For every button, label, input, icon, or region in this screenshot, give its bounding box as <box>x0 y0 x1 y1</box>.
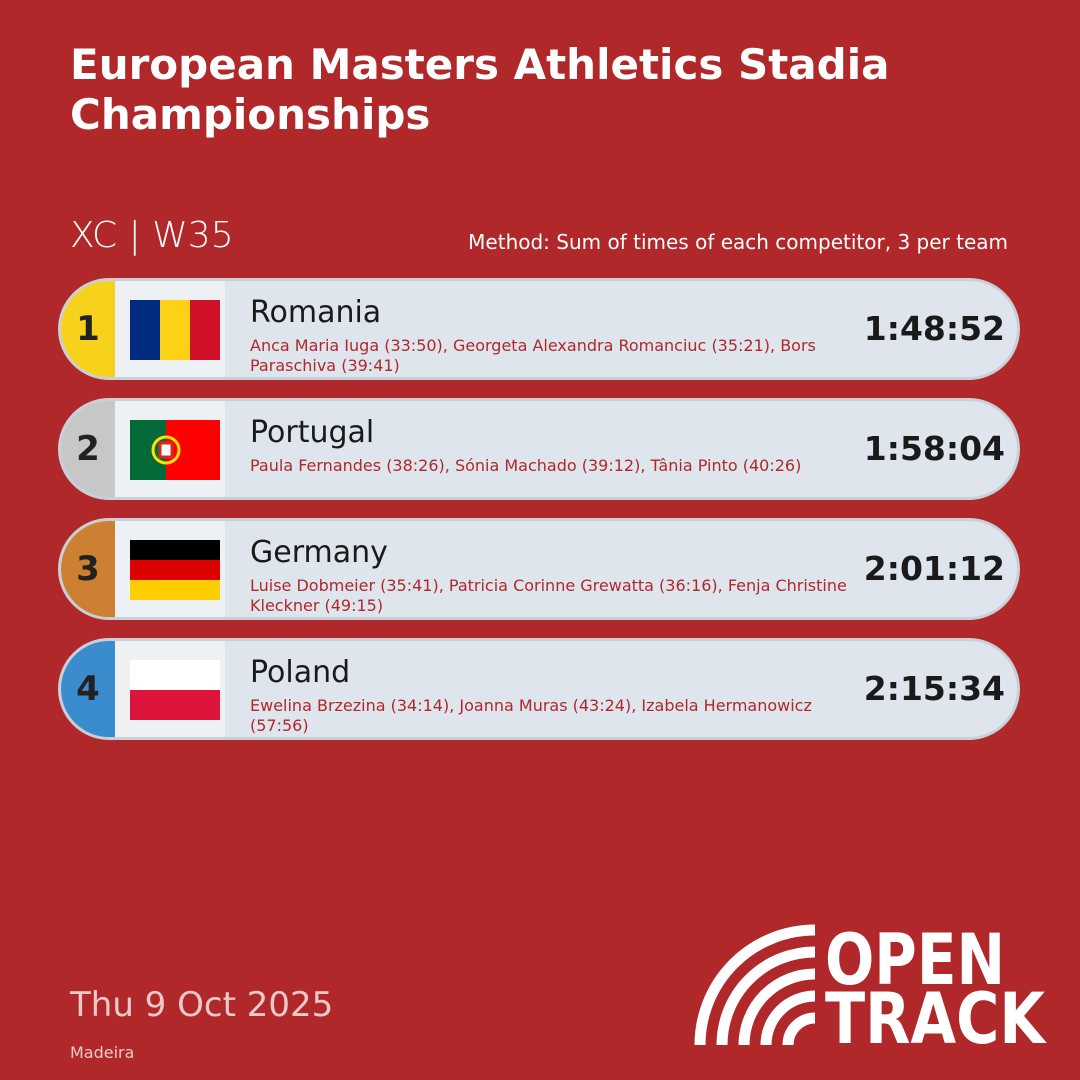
time: 2:15:34 <box>863 669 1005 708</box>
title: European Masters Athletics Stadia Champi… <box>70 40 890 139</box>
logo: OPEN TRACK <box>694 920 1047 1050</box>
event: XC | W35 <box>70 215 234 256</box>
flag <box>115 641 225 737</box>
rank: 3 <box>61 521 115 617</box>
result-row: 1 Romania Anca Maria Iuga (33:50), Georg… <box>58 278 1020 380</box>
logo-text: TRACK <box>825 978 1047 1050</box>
result-row: 3 Germany Luise Dobmeier (35:41), Patric… <box>58 518 1020 620</box>
athletes: Anca Maria Iuga (33:50), Georgeta Alexan… <box>250 336 816 375</box>
method: Method: Sum of times of each competitor,… <box>468 230 1008 254</box>
flag <box>115 521 225 617</box>
country: Romania <box>250 295 382 330</box>
country: Portugal <box>250 415 375 450</box>
flag <box>115 281 225 377</box>
result-row: 4 Poland Ewelina Brzezina (34:14), Joann… <box>58 638 1020 740</box>
country: Germany <box>250 535 388 570</box>
country: Poland <box>250 655 351 690</box>
rank: 4 <box>61 641 115 737</box>
time: 1:48:52 <box>863 309 1005 348</box>
athletes: Luise Dobmeier (35:41), Patricia Corinne… <box>250 576 847 615</box>
time: 1:58:04 <box>863 429 1005 468</box>
result-row: 2 Portugal Paula Fernandes (38:26), Sóni… <box>58 398 1020 500</box>
flag <box>115 401 225 497</box>
location: Madeira <box>70 1043 135 1062</box>
logo-text: OPEN <box>825 920 1005 1001</box>
date: Thu 9 Oct 2025 <box>70 985 334 1025</box>
rank: 1 <box>61 281 115 377</box>
athletes: Ewelina Brzezina (34:14), Joanna Muras (… <box>250 696 812 735</box>
athletes: Paula Fernandes (38:26), Sónia Machado (… <box>250 456 802 475</box>
time: 2:01:12 <box>863 549 1005 588</box>
rank: 2 <box>61 401 115 497</box>
